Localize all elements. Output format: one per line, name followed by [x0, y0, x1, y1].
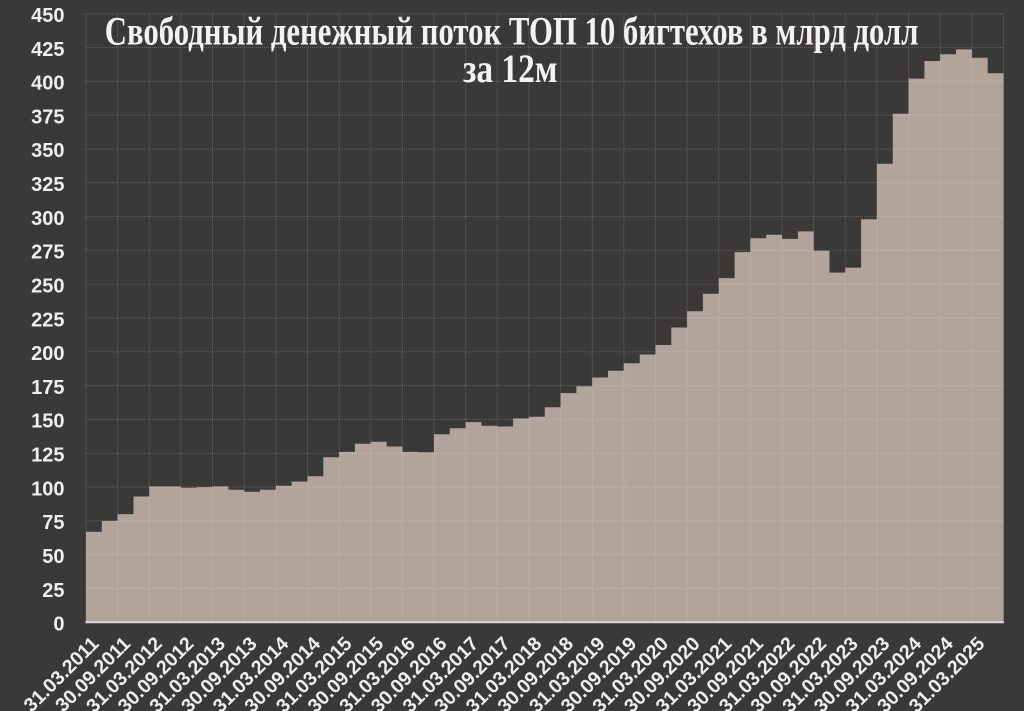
svg-text:350: 350 [31, 140, 64, 162]
svg-text:400: 400 [31, 73, 64, 95]
svg-text:100: 100 [31, 478, 64, 500]
svg-text:275: 275 [31, 242, 64, 264]
svg-text:0: 0 [53, 614, 64, 636]
svg-text:за 12м: за 12м [463, 46, 558, 91]
svg-text:375: 375 [31, 106, 64, 128]
svg-text:75: 75 [42, 512, 64, 534]
svg-text:450: 450 [31, 5, 64, 27]
svg-text:150: 150 [31, 411, 64, 433]
svg-text:425: 425 [31, 39, 64, 61]
svg-text:50: 50 [42, 546, 64, 568]
svg-text:200: 200 [31, 343, 64, 365]
svg-text:325: 325 [31, 174, 64, 196]
svg-text:250: 250 [31, 276, 64, 298]
svg-text:Свободный денежный поток ТОП 1: Свободный денежный поток ТОП 10 бигтехов… [105, 9, 919, 54]
svg-text:25: 25 [42, 580, 64, 602]
svg-text:125: 125 [31, 445, 64, 467]
svg-text:300: 300 [31, 208, 64, 230]
svg-text:175: 175 [31, 377, 64, 399]
svg-text:225: 225 [31, 309, 64, 331]
